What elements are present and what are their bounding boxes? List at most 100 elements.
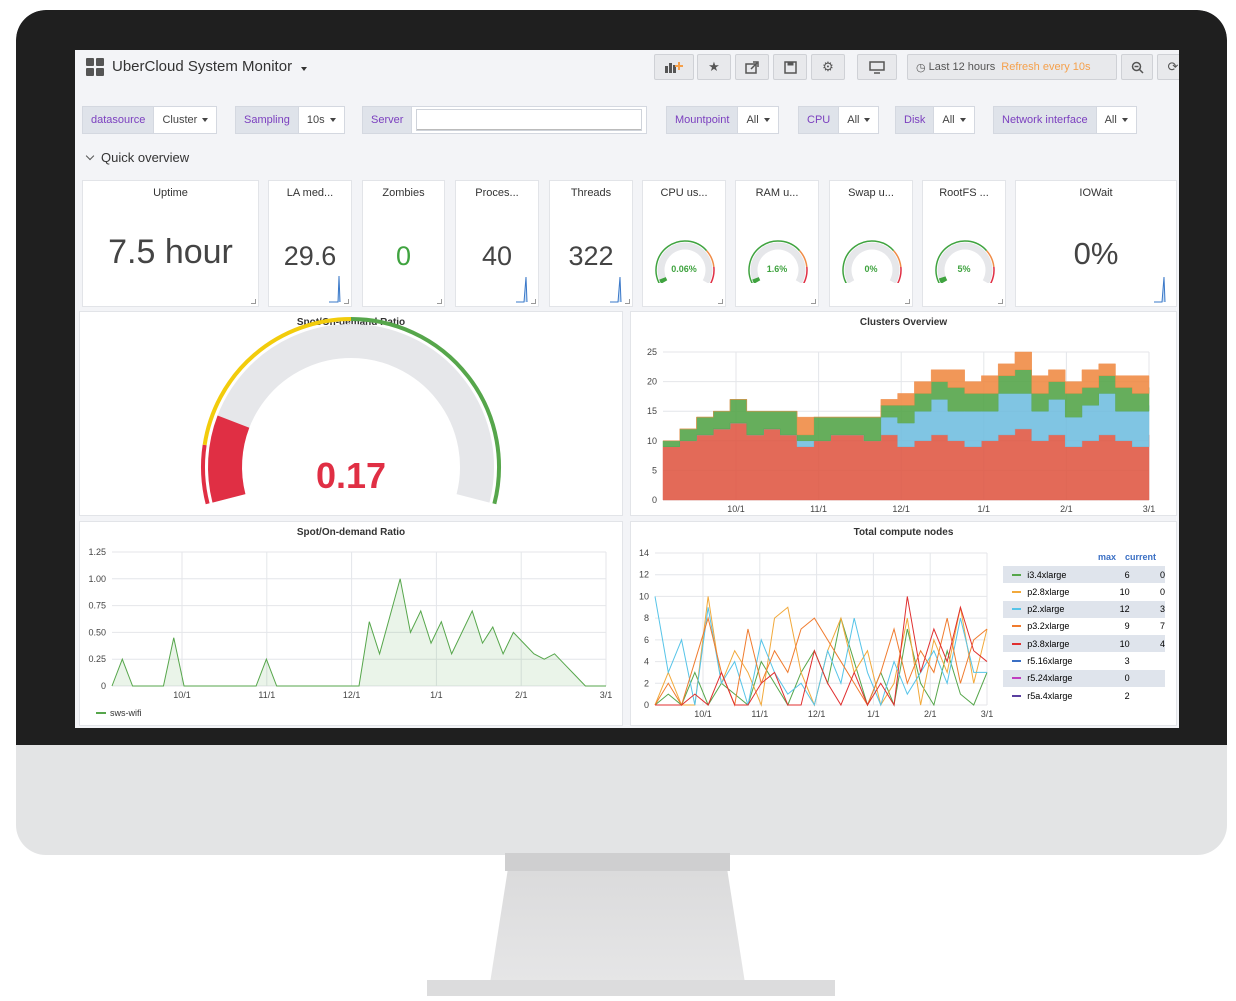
x-tick-label: 2/1 bbox=[515, 690, 528, 700]
var-disk-select[interactable]: All bbox=[934, 106, 975, 134]
add-panel-button[interactable] bbox=[654, 54, 694, 80]
resize-handle[interactable] bbox=[718, 299, 723, 304]
y-tick-label: 4 bbox=[644, 657, 649, 667]
legend-current-header[interactable]: current bbox=[1125, 552, 1157, 562]
row-header-quick-overview[interactable]: Quick overview bbox=[85, 150, 189, 165]
resize-handle[interactable] bbox=[251, 299, 256, 304]
legend-swatch bbox=[1012, 625, 1022, 628]
legend-item[interactable]: sws-wifi bbox=[96, 708, 142, 718]
resize-handle[interactable] bbox=[998, 299, 1003, 304]
y-tick-label: 0.75 bbox=[88, 601, 106, 611]
var-datasource[interactable]: datasource Cluster bbox=[82, 106, 218, 134]
resize-handle[interactable] bbox=[905, 299, 910, 304]
panel-title: Total compute nodes bbox=[853, 527, 954, 538]
var-network-select[interactable]: All bbox=[1096, 106, 1137, 134]
gauge-track bbox=[657, 242, 713, 283]
star-button[interactable]: ★ bbox=[697, 54, 731, 80]
sparkline bbox=[329, 275, 341, 303]
settings-button[interactable]: ⚙ bbox=[811, 54, 845, 80]
x-tick-label: 3/1 bbox=[1143, 504, 1156, 514]
var-mountpoint[interactable]: Mountpoint All bbox=[666, 106, 779, 134]
legend-label: r5.24xlarge bbox=[1027, 673, 1073, 684]
panel-title: Zombies bbox=[382, 187, 425, 199]
x-tick-label: 2/1 bbox=[924, 709, 937, 719]
panel-title: LA med... bbox=[286, 187, 334, 199]
legend-label: sws-wifi bbox=[110, 708, 142, 718]
var-label: Server bbox=[362, 106, 413, 134]
legend-label: i3.4xlarge bbox=[1027, 569, 1067, 580]
legend-row[interactable]: r5.24xlarge 0 bbox=[1003, 669, 1165, 687]
var-cpu[interactable]: CPU All bbox=[798, 106, 880, 134]
gauge-track bbox=[844, 242, 900, 283]
var-label: CPU bbox=[798, 106, 840, 134]
resize-handle[interactable] bbox=[344, 299, 349, 304]
gauge-value-arc bbox=[938, 276, 948, 283]
y-tick-label: 12 bbox=[639, 570, 649, 580]
legend-row[interactable]: p2.xlarge 12 3 bbox=[1003, 600, 1165, 618]
legend-swatch bbox=[1012, 573, 1022, 576]
zoom-out-button[interactable] bbox=[1121, 54, 1153, 80]
var-server-field[interactable] bbox=[412, 106, 648, 134]
panel-title: Swap u... bbox=[848, 187, 894, 199]
threads-panel: Threads 322 bbox=[549, 180, 633, 307]
var-disk[interactable]: Disk All bbox=[895, 106, 975, 134]
legend-row[interactable]: p3.2xlarge 9 7 bbox=[1003, 618, 1165, 635]
spot-ratio-gauge-panel: Spot/On-demand Ratio 0.17 bbox=[79, 311, 623, 516]
x-tick-label: 1/1 bbox=[978, 504, 991, 514]
legend-label: p3.2xlarge bbox=[1027, 621, 1070, 632]
legend-row[interactable]: p2.8xlarge 10 0 bbox=[1003, 583, 1165, 600]
spot-ratio-line-chart: 0 0.25 0.50 0.75 1.00 1.25 10/1 11/1 12/1 1/1 2/1 3… bbox=[88, 547, 613, 700]
time-range-label: Last 12 hours bbox=[928, 61, 996, 73]
star-icon: ★ bbox=[708, 59, 720, 74]
ram-usage-panel: RAM u... 1.6% bbox=[735, 180, 819, 307]
legend-label: p2.8xlarge bbox=[1027, 586, 1070, 597]
processes-panel: Proces... 40 bbox=[455, 180, 539, 307]
resize-handle[interactable] bbox=[531, 299, 536, 304]
total-compute-nodes-panel: Total compute nodes 0 2 4 6 8 10 12 14 10/1 11/1 1… bbox=[630, 521, 1177, 726]
share-button[interactable] bbox=[735, 54, 769, 80]
gauge-value-arc bbox=[659, 277, 668, 283]
panel-title: Spot/On-demand Ratio bbox=[296, 527, 406, 538]
server-input[interactable] bbox=[416, 109, 643, 131]
legend-row[interactable]: r5.16xlarge 3 bbox=[1003, 653, 1165, 670]
monitor-stand-top bbox=[505, 853, 730, 871]
refresh-button[interactable]: ⟳ bbox=[1157, 54, 1179, 80]
legend-max-value: 6 bbox=[1124, 569, 1130, 580]
threads-value: 322 bbox=[568, 241, 614, 271]
legend-row[interactable]: p3.8xlarge 10 4 bbox=[1003, 635, 1165, 653]
time-picker-button[interactable]: ◷ Last 12 hours Refresh every 10s bbox=[907, 54, 1117, 80]
legend-row[interactable]: i3.4xlarge 6 0 bbox=[1003, 566, 1165, 583]
x-tick-label: 3/1 bbox=[600, 690, 613, 700]
view-mode-button[interactable] bbox=[857, 54, 897, 80]
refresh-icon: ⟳ bbox=[1167, 59, 1179, 74]
save-button[interactable] bbox=[773, 54, 807, 80]
sparkline bbox=[1154, 276, 1166, 303]
dashboard-title[interactable]: UberCloud System Monitor bbox=[112, 58, 308, 75]
var-mountpoint-select[interactable]: All bbox=[738, 106, 779, 134]
y-tick-label: 0 bbox=[644, 700, 649, 710]
legend-row[interactable]: r5a.4xlarge 2 bbox=[1003, 687, 1165, 704]
var-sampling-select[interactable]: 10s bbox=[298, 106, 345, 134]
rootfs-value: 5% bbox=[957, 264, 971, 274]
var-sampling[interactable]: Sampling 10s bbox=[235, 106, 345, 134]
cpu-value: 0.06% bbox=[671, 264, 697, 274]
legend-label: p2.xlarge bbox=[1027, 604, 1065, 615]
var-label: Sampling bbox=[235, 106, 299, 134]
var-network-interface[interactable]: Network interface All bbox=[993, 106, 1137, 134]
var-server[interactable]: Server bbox=[362, 106, 648, 134]
template-variables: datasource Cluster Sampling 10s Server Mou… bbox=[75, 106, 1179, 136]
line-area-fill bbox=[112, 578, 606, 686]
gauge-threshold-arc bbox=[202, 317, 352, 446]
resize-handle[interactable] bbox=[625, 299, 630, 304]
legend-max-header[interactable]: max bbox=[1098, 552, 1117, 562]
legend-current-value: 3 bbox=[1159, 604, 1165, 615]
resize-handle[interactable] bbox=[437, 299, 442, 304]
dashboard-grid-icon[interactable] bbox=[86, 58, 104, 76]
var-datasource-select[interactable]: Cluster bbox=[154, 106, 218, 134]
y-tick-label: 8 bbox=[644, 613, 649, 623]
var-cpu-select[interactable]: All bbox=[839, 106, 880, 134]
stacked-area-series bbox=[663, 351, 1150, 442]
gauge-track bbox=[937, 242, 993, 283]
resize-handle[interactable] bbox=[811, 299, 816, 304]
y-tick-label: 10 bbox=[639, 591, 649, 601]
